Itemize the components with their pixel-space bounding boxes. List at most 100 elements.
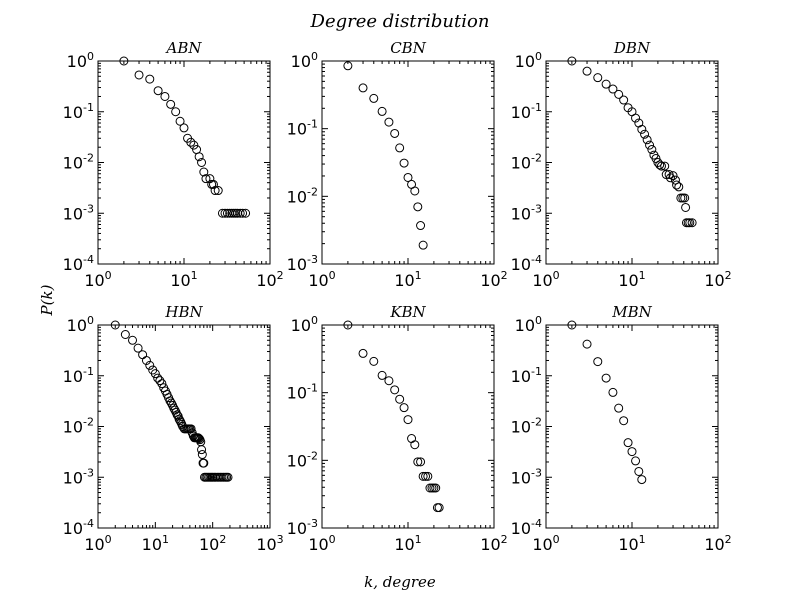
y-tick-label-exponent: -1: [83, 365, 94, 378]
data-point: [120, 329, 130, 339]
y-tick-label: 10-4: [511, 517, 542, 538]
x-tick-label: 102: [704, 269, 731, 290]
data-point: [407, 434, 417, 444]
x-tick-label-exponent: 1: [162, 533, 169, 546]
data-point: [431, 483, 441, 493]
y-tick-label: 10-3: [287, 517, 318, 538]
data-point: [343, 320, 353, 330]
x-tick-label-base: 10: [308, 535, 328, 554]
x-tick-label-base: 10: [256, 535, 276, 554]
x-tick-label-exponent: 2: [277, 269, 284, 282]
y-tick-label-exponent: -4: [531, 253, 542, 266]
x-tick-label-base: 10: [84, 271, 104, 290]
y-tick-label: 100: [291, 314, 318, 335]
data-point: [343, 61, 353, 71]
x-tick-label: 102: [199, 533, 226, 554]
y-tick-label: 10-1: [511, 101, 542, 122]
y-tick-label-base: 10: [63, 418, 83, 437]
data-point: [217, 208, 227, 218]
x-tick-label-base: 10: [394, 271, 414, 290]
data-point: [608, 387, 618, 397]
y-tick-label-base: 10: [291, 316, 311, 335]
y-tick-label-base: 10: [287, 187, 307, 206]
x-tick-label: 101: [394, 533, 421, 554]
x-tick-label-base: 10: [618, 271, 638, 290]
x-tick-label: 100: [84, 269, 111, 290]
data-point: [418, 471, 428, 481]
x-tick-label: 103: [256, 533, 283, 554]
data-point: [395, 394, 405, 404]
y-tick-label: 10-4: [63, 253, 94, 274]
data-point: [614, 89, 624, 99]
x-tick-label-base: 10: [532, 535, 552, 554]
y-tick-label-exponent: -1: [83, 101, 94, 114]
y-tick-label-exponent: -3: [83, 202, 94, 215]
x-tick-label-exponent: 0: [105, 269, 112, 282]
subplot-title: ABN: [165, 39, 203, 57]
data-point: [235, 208, 245, 218]
y-tick-label-exponent: 0: [311, 50, 318, 63]
data-point: [128, 335, 138, 345]
data-point: [166, 99, 176, 109]
x-tick-label: 101: [142, 533, 169, 554]
data-point: [410, 440, 420, 450]
x-tick-label-exponent: 0: [553, 269, 560, 282]
x-tick-label-exponent: 1: [415, 533, 422, 546]
data-point: [637, 124, 647, 134]
x-tick-label: 102: [704, 533, 731, 554]
y-tick-label-exponent: -4: [83, 253, 94, 266]
data-point: [189, 140, 199, 150]
figure-title: Degree distribution: [310, 11, 490, 32]
y-tick-label: 100: [515, 50, 542, 71]
data-point: [197, 450, 207, 460]
data-point: [413, 457, 423, 467]
y-tick-label-exponent: -3: [531, 466, 542, 479]
data-point: [208, 179, 218, 189]
data-point: [377, 370, 387, 380]
data-point: [134, 70, 144, 80]
y-tick-label-base: 10: [515, 316, 535, 335]
y-tick-label: 100: [67, 314, 94, 335]
x-tick-label-exponent: 1: [415, 269, 422, 282]
data-point: [160, 91, 170, 101]
y-axis-label: P(k): [38, 284, 56, 316]
data-point: [655, 160, 665, 170]
data-point: [631, 456, 641, 466]
y-tick-label-exponent: -2: [83, 152, 94, 165]
data-point: [623, 438, 633, 448]
data-point: [656, 161, 666, 171]
data-point: [172, 410, 182, 420]
data-point: [614, 403, 624, 413]
data-point: [660, 161, 670, 171]
data-point: [674, 182, 684, 192]
y-tick-label-exponent: -3: [83, 466, 94, 479]
x-tick-label-base: 10: [704, 535, 724, 554]
y-tick-label-base: 10: [511, 154, 531, 173]
y-tick-label: 10-2: [63, 416, 94, 437]
data-point: [619, 416, 629, 426]
y-tick-label-exponent: 0: [87, 50, 94, 63]
y-tick-label-exponent: -2: [307, 185, 318, 198]
data-point: [421, 471, 431, 481]
y-tick-label: 10-2: [287, 449, 318, 470]
y-tick-label-exponent: -4: [83, 517, 94, 530]
x-axis-label: k, degree: [364, 573, 436, 591]
x-tick-label-exponent: 2: [219, 533, 226, 546]
y-tick-label: 10-3: [63, 202, 94, 223]
y-tick-label-base: 10: [511, 519, 531, 538]
y-tick-label-base: 10: [63, 255, 83, 274]
data-point: [645, 140, 655, 150]
data-point: [434, 503, 444, 513]
y-tick-label: 10-1: [63, 101, 94, 122]
data-point: [582, 339, 592, 349]
data-point: [567, 320, 577, 330]
x-tick-label-base: 10: [480, 535, 500, 554]
y-tick-label-base: 10: [511, 255, 531, 274]
axes-frame: [545, 60, 719, 265]
data-point: [423, 471, 433, 481]
data-point: [634, 466, 644, 476]
data-point: [213, 186, 223, 196]
y-tick-label-base: 10: [63, 204, 83, 223]
